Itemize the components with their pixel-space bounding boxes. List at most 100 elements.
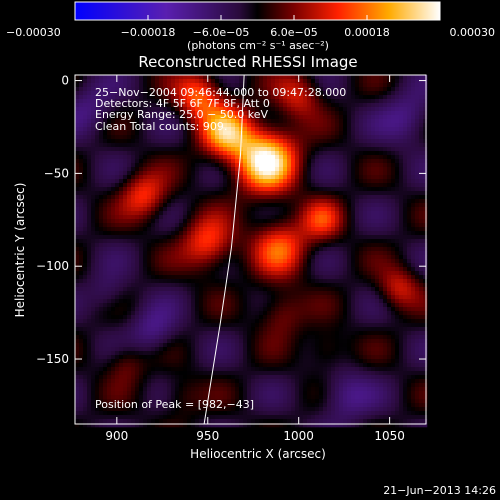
heatmap-cell xyxy=(303,171,308,176)
heatmap-cell xyxy=(307,271,312,276)
heatmap-cell xyxy=(95,139,100,144)
heatmap-cell xyxy=(107,271,112,276)
heatmap-cell xyxy=(87,259,92,264)
heatmap-cell xyxy=(315,127,320,132)
heatmap-cell xyxy=(207,99,212,104)
heatmap-cell xyxy=(395,139,400,144)
heatmap-cell xyxy=(159,279,164,284)
heatmap-cell xyxy=(223,151,228,156)
heatmap-cell xyxy=(251,143,256,148)
heatmap-cell xyxy=(239,103,244,108)
heatmap-cell xyxy=(311,279,316,284)
heatmap-cell xyxy=(195,147,200,152)
heatmap-cell xyxy=(347,111,352,116)
heatmap-cell xyxy=(367,79,372,84)
heatmap-cell xyxy=(327,263,332,268)
heatmap-cell xyxy=(91,103,96,108)
heatmap-cell xyxy=(163,283,168,288)
heatmap-cell xyxy=(271,143,276,148)
heatmap-cell xyxy=(151,251,156,256)
heatmap-cell xyxy=(283,291,288,296)
heatmap-cell xyxy=(371,179,376,184)
heatmap-cell xyxy=(311,199,316,204)
heatmap-cell xyxy=(171,87,176,92)
heatmap-cell xyxy=(151,199,156,204)
heatmap-cell xyxy=(83,159,88,164)
heatmap-cell xyxy=(127,203,132,208)
heatmap-cell xyxy=(243,255,248,260)
heatmap-cell xyxy=(107,95,112,100)
heatmap-cell xyxy=(251,211,256,216)
heatmap-cell xyxy=(99,291,104,296)
heatmap-cell xyxy=(187,199,192,204)
heatmap-cell xyxy=(143,115,148,120)
heatmap-cell xyxy=(99,239,104,244)
heatmap-cell xyxy=(167,235,172,240)
heatmap-cell xyxy=(199,215,204,220)
heatmap-cell xyxy=(339,203,344,208)
heatmap-cell xyxy=(379,83,384,88)
heatmap-cell xyxy=(211,127,216,132)
heatmap-cell xyxy=(339,207,344,212)
heatmap-cell xyxy=(143,191,148,196)
heatmap-cell xyxy=(287,263,292,268)
heatmap-cell xyxy=(191,291,196,296)
heatmap-cell xyxy=(275,123,280,128)
heatmap-cell xyxy=(335,207,340,212)
heatmap-cell xyxy=(403,171,408,176)
heatmap-cell xyxy=(79,235,84,240)
heatmap-cell xyxy=(315,283,320,288)
heatmap-cell xyxy=(79,151,84,156)
heatmap-cell xyxy=(363,183,368,188)
heatmap-cell xyxy=(423,87,428,92)
heatmap-cell xyxy=(355,167,360,172)
heatmap-cell xyxy=(387,251,392,256)
heatmap-cell xyxy=(191,167,196,172)
heatmap-cell xyxy=(219,231,224,236)
heatmap-cell xyxy=(115,251,120,256)
heatmap-cell xyxy=(299,115,304,120)
heatmap-cell xyxy=(171,83,176,88)
heatmap-cell xyxy=(83,199,88,204)
heatmap-cell xyxy=(291,243,296,248)
heatmap-cell xyxy=(91,291,96,296)
heatmap-cell xyxy=(147,259,152,264)
heatmap-cell xyxy=(155,131,160,136)
heatmap-cell xyxy=(347,163,352,168)
heatmap-cell xyxy=(259,131,264,136)
heatmap-cell xyxy=(275,119,280,124)
heatmap-cell xyxy=(147,231,152,236)
heatmap-cell xyxy=(99,179,104,184)
heatmap-cell xyxy=(375,111,380,116)
heatmap-cell xyxy=(371,247,376,252)
heatmap-cell xyxy=(367,175,372,180)
heatmap-cell xyxy=(359,111,364,116)
heatmap-cell xyxy=(183,295,188,300)
heatmap-cell xyxy=(111,215,116,220)
heatmap-cell xyxy=(187,155,192,160)
heatmap-cell xyxy=(139,291,144,296)
heatmap-cell xyxy=(319,199,324,204)
heatmap-cell xyxy=(159,159,164,164)
heatmap-cell xyxy=(251,159,256,164)
heatmap-cell xyxy=(327,247,332,252)
heatmap-cell xyxy=(335,107,340,112)
heatmap-cell xyxy=(147,151,152,156)
heatmap-cell xyxy=(175,167,180,172)
heatmap-cell xyxy=(355,127,360,132)
heatmap-cell xyxy=(111,275,116,280)
heatmap-cell xyxy=(315,251,320,256)
heatmap-cell xyxy=(279,175,284,180)
heatmap-cell xyxy=(263,135,268,140)
heatmap-cell xyxy=(383,115,388,120)
heatmap-cell xyxy=(91,199,96,204)
heatmap-cell xyxy=(383,159,388,164)
heatmap-cell xyxy=(411,183,416,188)
heatmap-cell xyxy=(139,255,144,260)
heatmap-cell xyxy=(383,227,388,232)
heatmap-cell xyxy=(311,295,316,300)
heatmap-cell xyxy=(371,259,376,264)
heatmap-cell xyxy=(187,183,192,188)
heatmap-cell xyxy=(359,123,364,128)
heatmap-cell xyxy=(151,271,156,276)
